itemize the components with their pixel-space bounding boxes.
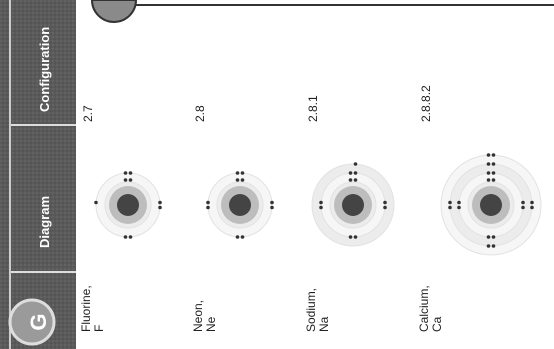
- electron: [487, 235, 491, 239]
- electron: [457, 201, 461, 205]
- element-symbol: F: [92, 325, 106, 332]
- electron: [129, 235, 133, 239]
- header-configuration: Configuration: [37, 27, 52, 112]
- electron: [236, 235, 240, 239]
- electron: [487, 178, 491, 182]
- badge-letter: G: [26, 313, 51, 330]
- electron: [383, 206, 387, 210]
- configuration: 2.8.8.2: [419, 85, 433, 122]
- rows: Fluorine,F 2.7 Neon,Ne 2.8 Sodium,Na 2.8.1 Cal…: [79, 85, 541, 332]
- electron: [487, 153, 491, 157]
- electron: [124, 171, 128, 175]
- element-name: Calcium,: [417, 285, 431, 332]
- electron: [349, 171, 353, 175]
- electron: [492, 235, 496, 239]
- electron: [319, 206, 323, 210]
- electron: [124, 178, 128, 182]
- electron: [270, 201, 274, 205]
- electron: [241, 171, 245, 175]
- electron: [354, 178, 358, 182]
- element-symbol: Na: [317, 316, 331, 332]
- electron: [241, 235, 245, 239]
- electron: [129, 171, 133, 175]
- electron: [349, 235, 353, 239]
- top-tab: [92, 0, 136, 22]
- electron: [521, 206, 525, 210]
- header-diagram: Diagram: [37, 196, 52, 248]
- element-name: Sodium,: [304, 288, 318, 332]
- electron: [158, 206, 162, 210]
- electron: [354, 171, 358, 175]
- electron: [457, 206, 461, 210]
- configuration: 2.7: [81, 105, 95, 122]
- electron: [129, 178, 133, 182]
- element-name: Neon,: [191, 300, 205, 332]
- configuration: 2.8.1: [306, 95, 320, 122]
- electron: [521, 201, 525, 205]
- electron: [492, 162, 496, 166]
- electron: [236, 171, 240, 175]
- electron: [487, 244, 491, 248]
- nucleus: [229, 194, 251, 216]
- element-symbol: Ne: [204, 316, 218, 332]
- electron: [206, 201, 210, 205]
- electron: [124, 235, 128, 239]
- electron: [349, 178, 353, 182]
- electron: [530, 201, 534, 205]
- electron: [492, 244, 496, 248]
- nucleus: [342, 194, 364, 216]
- electron: [354, 162, 358, 166]
- electron: [492, 171, 496, 175]
- electron: [319, 201, 323, 205]
- electron: [354, 235, 358, 239]
- electron: [270, 206, 274, 210]
- nucleus: [117, 194, 139, 216]
- electron: [492, 153, 496, 157]
- electron: [487, 162, 491, 166]
- configuration: 2.8: [193, 105, 207, 122]
- element-symbol: Ca: [430, 316, 444, 332]
- electron: [383, 201, 387, 205]
- electron: [158, 201, 162, 205]
- electron: [487, 171, 491, 175]
- page: Configuration Diagram G Fluorine,F 2.7 Neo…: [0, 0, 554, 349]
- electron: [94, 201, 98, 205]
- electron: [241, 178, 245, 182]
- nucleus: [480, 194, 502, 216]
- electron: [492, 178, 496, 182]
- electron: [206, 206, 210, 210]
- electron: [236, 178, 240, 182]
- electron: [530, 206, 534, 210]
- electron: [448, 201, 452, 205]
- element-name: Fluorine,: [79, 285, 93, 332]
- electron: [448, 206, 452, 210]
